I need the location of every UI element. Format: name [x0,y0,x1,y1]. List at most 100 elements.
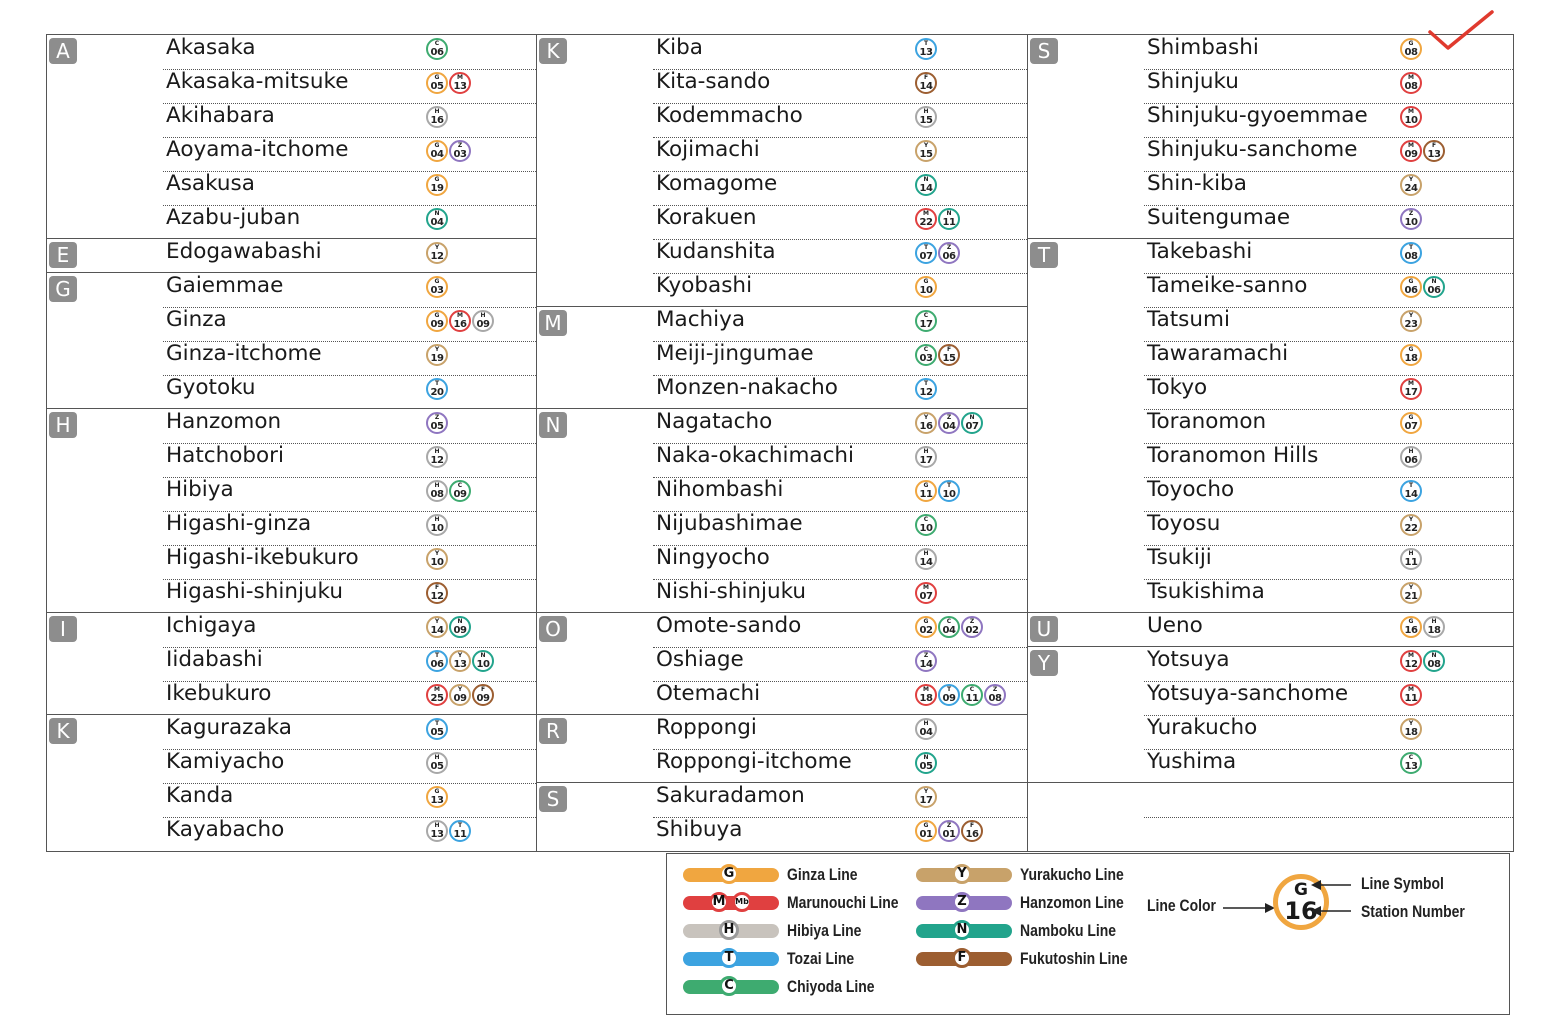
letter-badge: T [1030,242,1058,268]
station-row: Monzen-nakacho T 12 [653,375,1027,409]
line-name: Yurakucho Line [1020,865,1124,884]
station-name: Kanda [166,783,234,808]
line-name: Namboku Line [1020,921,1117,940]
station-codes: M 10 [1400,106,1422,128]
station-codes: T 14 [1400,480,1422,502]
station-codes: Y 22 [1400,514,1422,536]
station-code-badge: M 07 [915,582,937,604]
line-name: Tozai Line [787,949,855,968]
station-code-badge: T 09 [938,684,960,706]
line-symbol-badge: Z [952,892,972,912]
station-codes: N 14 [915,174,937,196]
station-code-badge: M 12 [1400,650,1422,672]
station-row: Hanzomon Z 05 [163,409,536,444]
station-name: Azabu-juban [166,205,301,230]
letter-badge: H [49,412,77,438]
station-row: Tsukishima Y 21 [1144,579,1513,613]
station-row: Tsukiji H 11 [1144,545,1513,580]
station-row: Takebashi T 08 [1144,239,1513,274]
station-codes: Y 24 [1400,174,1422,196]
station-codes: N 04 [426,208,448,230]
station-name: Higashi-ikebukuro [166,545,359,570]
station-row: Tawaramachi G 18 [1144,341,1513,376]
station-codes: Z 14 [915,650,937,672]
key-line-color-label: Line Color [1147,896,1216,915]
station-codes: Y 17 [915,786,937,808]
station-row: Hibiya H 08 C 09 [163,477,536,512]
station-code-badge: C 09 [449,480,471,502]
station-row: Shinjuku-sanchome M 09 F 13 [1144,137,1513,172]
station-codes: Y 23 [1400,310,1422,332]
letter-group: N Nagatacho Y 16 Z 04 N 07 Naka-okachimachi H 17 Ni… [537,408,1027,612]
station-codes: G 01 Z 01 F 16 [915,820,983,842]
station-name: Meiji-jingumae [656,341,814,366]
station-name: Shin-kiba [1147,171,1247,196]
station-codes: F 12 [426,582,448,604]
station-code-badge: H 06 [1400,446,1422,468]
station-code-badge: C 11 [961,684,983,706]
station-row: Toyocho T 14 [1144,477,1513,512]
station-code-badge: H 13 [426,820,448,842]
station-row: Toyosu Y 22 [1144,511,1513,546]
station-code-badge: Y 22 [1400,514,1422,536]
station-codes: T 05 [426,718,448,740]
station-row: Asakusa G 19 [163,171,536,206]
station-name: Kita-sando [656,69,771,94]
station-codes: M 09 F 13 [1400,140,1445,162]
station-code-badge: T 14 [1400,480,1422,502]
station-name: Roppongi [656,715,757,740]
letter-badge: K [539,38,567,64]
station-code-badge: F 09 [472,684,494,706]
station-code-badge: Z 02 [961,616,983,638]
station-name: Toyosu [1147,511,1221,536]
station-codes: T 08 [1400,242,1422,264]
letter-group: R Roppongi H 04 Roppongi-itchome N 05 [537,714,1027,782]
station-codes: T 06 Y 13 N 10 [426,650,494,672]
station-name: Kodemmacho [656,103,803,128]
station-row: Shinjuku M 08 [1144,69,1513,104]
station-row: Omote-sando G 02 C 04 Z 02 [653,613,1027,648]
station-row: Ginza G 09 M 16 H 09 [163,307,536,342]
station-row: Kagurazaka T 05 [163,715,536,750]
station-code-badge: Z 10 [1400,208,1422,230]
station-name: Machiya [656,307,746,332]
station-row: Toranomon Hills H 06 [1144,443,1513,478]
station-code-badge: G 04 [426,140,448,162]
station-codes: T 13 [915,38,937,60]
station-name: Ginza [166,307,227,332]
station-codes: Y 14 N 09 [426,616,471,638]
station-row: Nijubashimae C 10 [653,511,1027,546]
station-codes: M 07 [915,582,937,604]
station-code-badge: T 12 [915,378,937,400]
station-codes: H 17 [915,446,937,468]
station-row: Hatchobori H 12 [163,443,536,478]
station-name: Akasaka-mitsuke [166,69,349,94]
line-name: Marunouchi Line [787,893,899,912]
station-name: Iidabashi [166,647,263,672]
station-code-badge: G 01 [915,820,937,842]
station-name: Yotsuya [1147,647,1230,672]
arrow-right-icon [1223,903,1275,913]
letter-badge: N [539,412,567,438]
station-code-badge: H 16 [426,106,448,128]
station-name: Omote-sando [656,613,802,638]
letter-badge: E [49,242,77,268]
letter-group: S Shimbashi G 08 Shinjuku M 08 Shinjuku-gyoemma… [1028,34,1513,238]
letter-group: M Machiya C 17 Meiji-jingumae C 03 F 15 Monzen-na… [537,306,1027,408]
station-row: Ningyocho H 14 [653,545,1027,580]
station-codes: G 10 [915,276,937,298]
station-code-badge: Y 17 [915,786,937,808]
arrow-left-icon [1311,880,1351,890]
line-symbol-badge: F [952,948,972,968]
station-name: Kayabacho [166,817,285,842]
station-code-badge: T 07 [915,242,937,264]
empty-row [1144,783,1513,818]
station-code-badge: Y 23 [1400,310,1422,332]
station-codes: H 15 [915,106,937,128]
line-symbol-badge: M [709,892,729,912]
station-codes: C 06 [426,38,448,60]
line-symbol-badge: H [719,920,739,940]
line-legend: G Ginza Line M Mb Marunouchi Line H Hibiya Lin… [666,853,1510,1015]
station-code-badge: T 20 [426,378,448,400]
station-code-badge: Z 08 [984,684,1006,706]
